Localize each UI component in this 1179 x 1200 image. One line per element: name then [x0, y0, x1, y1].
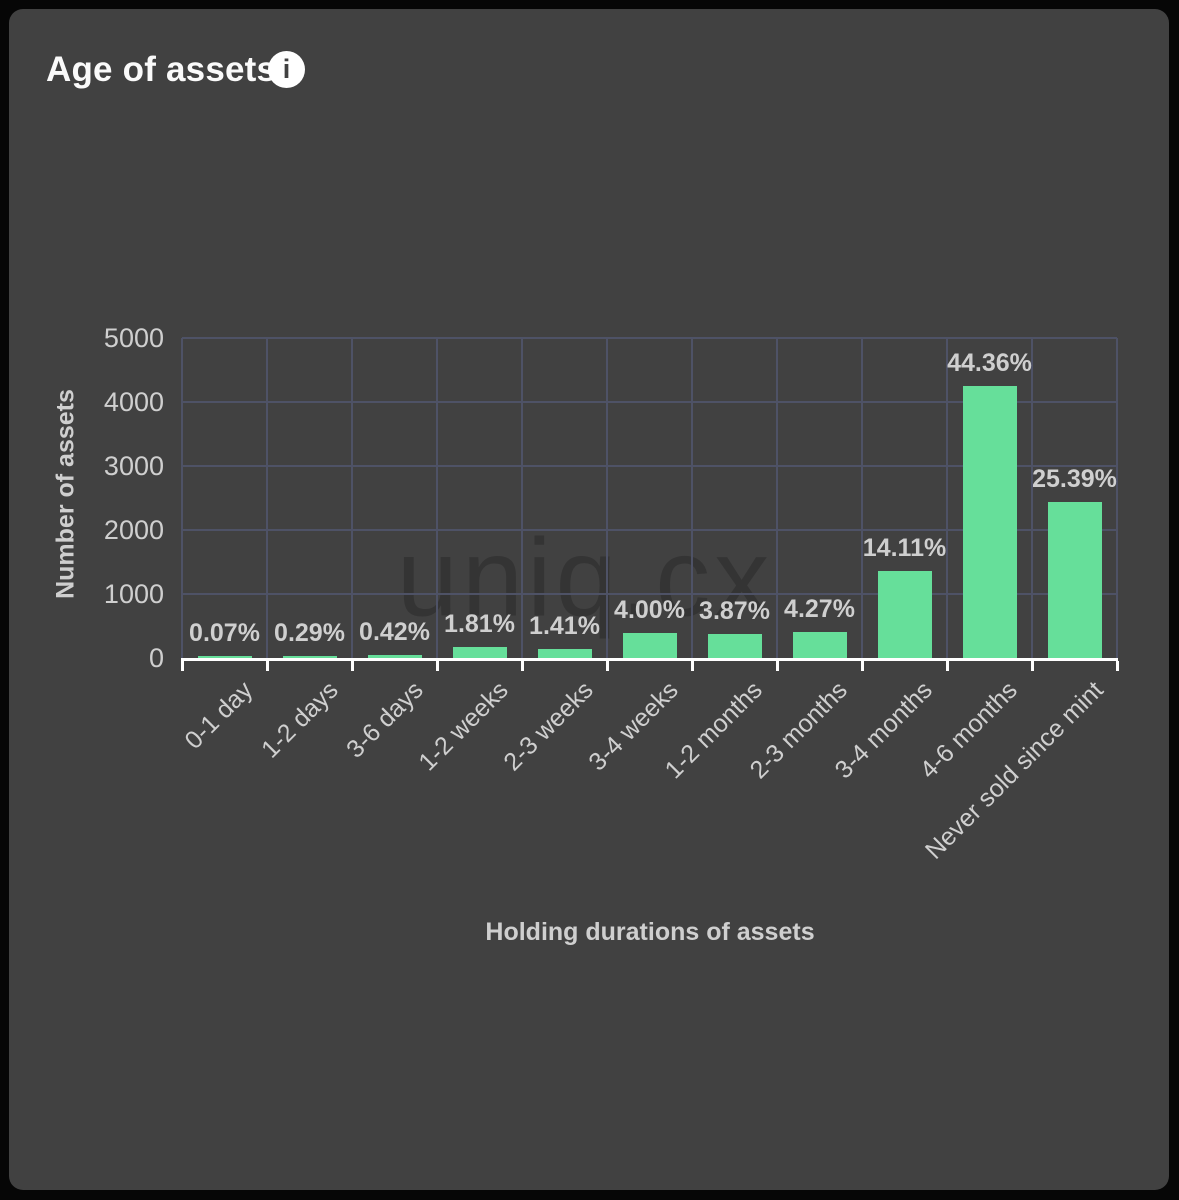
x-axis-tick [776, 661, 779, 671]
x-tick-label-text: 1-2 days [255, 676, 344, 764]
gridline-horizontal [182, 337, 1117, 339]
bar-percent-label: 1.41% [529, 612, 600, 640]
x-tick-label-text: 0-1 day [179, 676, 259, 755]
bar[interactable] [453, 647, 507, 658]
x-tick-label-text: 3-6 days [340, 676, 429, 764]
gridline-vertical [1031, 338, 1033, 658]
gridline-vertical [351, 338, 353, 658]
gridline-horizontal [182, 529, 1117, 531]
gridline-vertical [776, 338, 778, 658]
bar-percent-label: 0.42% [359, 618, 430, 646]
gridline-horizontal [182, 465, 1117, 467]
bar-percent-label: 4.27% [784, 595, 855, 623]
y-tick-label: 5000 [103, 323, 164, 353]
x-axis-tick [351, 661, 354, 671]
bar-percent-label: 1.81% [444, 610, 515, 638]
x-axis-tick [436, 661, 439, 671]
x-axis-tick [521, 661, 524, 671]
x-axis-title: Holding durations of assets [485, 918, 815, 946]
gridline-vertical [1116, 338, 1118, 658]
gridline-vertical [266, 338, 268, 658]
gridline-vertical [691, 338, 693, 658]
gridline-horizontal [182, 593, 1117, 595]
bar-percent-label: 0.07% [189, 619, 260, 647]
bar-percent-label: 44.36% [947, 349, 1032, 377]
y-axis-title: Number of assets [51, 389, 80, 599]
bar-percent-label: 0.29% [274, 619, 345, 647]
y-tick-label: 2000 [103, 515, 164, 545]
bar[interactable] [538, 649, 592, 658]
bar[interactable] [623, 633, 677, 658]
y-tick-label: 3000 [103, 451, 164, 481]
x-axis-tick [1031, 661, 1034, 671]
x-axis-tick [266, 661, 269, 671]
gridline-vertical [606, 338, 608, 658]
x-tick-label-text: 1-2 weeks [412, 676, 514, 777]
bar[interactable] [963, 386, 1017, 658]
bar-percent-label: 14.11% [862, 534, 947, 562]
bar-percent-label: 25.39% [1032, 465, 1117, 493]
x-axis-tick [1116, 661, 1119, 671]
x-axis-tick [861, 661, 864, 671]
gridline-vertical [521, 338, 523, 658]
x-axis-line [181, 658, 1118, 661]
bar-percent-label: 3.87% [699, 597, 770, 625]
x-axis-tick [691, 661, 694, 671]
bar[interactable] [368, 655, 422, 658]
info-icon[interactable]: i [268, 51, 305, 88]
gridline-vertical [436, 338, 438, 658]
x-axis-tick [181, 661, 184, 671]
gridline-vertical [946, 338, 948, 658]
x-axis-tick [606, 661, 609, 671]
y-tick-label: 0 [148, 643, 164, 673]
y-tick-label: 1000 [103, 579, 164, 609]
x-axis-tick [946, 661, 949, 671]
gridline-vertical [181, 338, 183, 658]
bar[interactable] [878, 571, 932, 658]
bar[interactable] [793, 632, 847, 658]
y-tick-label: 4000 [103, 387, 164, 417]
watermark: uniq.cx [396, 516, 774, 640]
page-title: Age of assets [46, 50, 277, 89]
bar[interactable] [708, 634, 762, 658]
bar[interactable] [198, 656, 252, 658]
x-tick-label-text: 2-3 weeks [497, 676, 599, 777]
gridline-vertical [861, 338, 863, 658]
bar-percent-label: 4.00% [614, 596, 685, 624]
bar[interactable] [283, 656, 337, 658]
bar[interactable] [1048, 502, 1102, 658]
gridline-horizontal [182, 401, 1117, 403]
